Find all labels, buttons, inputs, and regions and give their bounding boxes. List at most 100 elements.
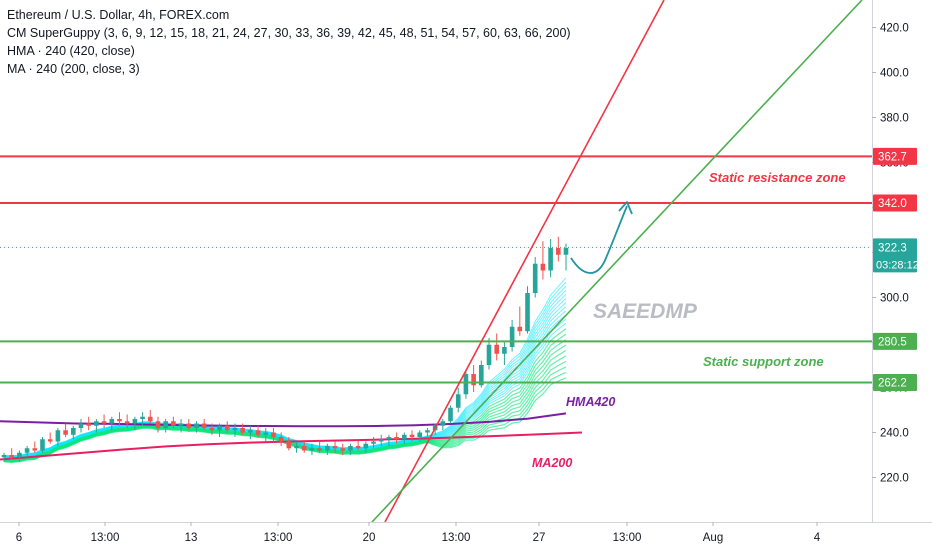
candle-body xyxy=(332,446,338,449)
x-tick-label: Aug xyxy=(703,532,723,544)
candle-body xyxy=(355,446,361,449)
x-tick-label: 13:00 xyxy=(264,532,293,544)
level-price-badge-text: 262.2 xyxy=(878,378,907,390)
candle-body xyxy=(509,326,515,347)
x-tick-label: 6 xyxy=(16,532,22,544)
candle-body xyxy=(394,437,399,440)
candle-body xyxy=(555,248,561,255)
candle-body xyxy=(147,416,153,422)
hma420-label: HMA420 xyxy=(566,395,615,409)
candle-body xyxy=(471,374,476,386)
candle-body xyxy=(109,419,115,424)
y-tick-label: 240.0 xyxy=(880,428,909,440)
level-price-badge-box xyxy=(873,332,917,350)
x-tick-label: 13:00 xyxy=(613,532,642,544)
candle-body xyxy=(217,425,222,431)
candle-body xyxy=(132,419,138,424)
candle-body xyxy=(348,446,353,451)
candle-body xyxy=(94,421,99,426)
y-tick-label: 420.0 xyxy=(880,23,909,35)
level-price-badge-box xyxy=(873,194,917,212)
candle-body xyxy=(124,421,130,424)
candle-body xyxy=(402,434,407,440)
candle-body xyxy=(47,439,53,442)
candle-body xyxy=(232,428,238,431)
level-price-badge-box xyxy=(873,147,917,165)
y-tick-label: 400.0 xyxy=(880,68,909,80)
candle-body xyxy=(101,421,107,424)
candle-body xyxy=(440,421,446,426)
candle-body xyxy=(494,344,500,354)
support-zone-label: Static support zone xyxy=(703,354,824,369)
candle-body xyxy=(17,452,22,458)
candle-body xyxy=(271,432,276,437)
candle-body xyxy=(525,293,530,332)
candle-body xyxy=(540,263,546,271)
candle-body xyxy=(40,439,45,451)
candle-body xyxy=(70,428,76,435)
ma200-label: MA200 xyxy=(532,456,572,470)
level-price-badge-text: 280.5 xyxy=(878,336,907,348)
candle-body xyxy=(1,455,7,458)
y-tick-label: 220.0 xyxy=(880,473,909,485)
candle-body xyxy=(294,446,299,449)
candle-body xyxy=(201,423,207,428)
candle-body xyxy=(32,448,38,451)
candle-body xyxy=(240,428,245,433)
y-tick-label: 380.0 xyxy=(880,113,909,125)
candle-body xyxy=(278,437,284,442)
candle-body xyxy=(140,416,145,419)
candle-body xyxy=(378,439,384,442)
level-price-badge-text: 342.0 xyxy=(878,198,907,210)
candle-body xyxy=(340,448,346,451)
candle-body xyxy=(363,443,369,449)
watermark-text: SAEEDMP xyxy=(593,300,698,323)
candle-body xyxy=(502,347,507,354)
candle-body xyxy=(371,441,376,444)
candle-body xyxy=(448,407,453,422)
candle-body xyxy=(463,374,469,395)
candle-body xyxy=(63,430,68,435)
candle-body xyxy=(455,394,461,408)
candle-body xyxy=(409,434,415,437)
resistance-zone-label: Static resistance zone xyxy=(709,170,846,185)
trend-line-green[interactable] xyxy=(371,0,863,522)
candle-body xyxy=(86,423,91,426)
candle-body xyxy=(224,425,230,431)
candle-body xyxy=(532,263,538,293)
candle-body xyxy=(286,441,292,449)
candle-body xyxy=(55,430,61,442)
trend-line-red[interactable] xyxy=(384,0,665,522)
x-tick-label: 27 xyxy=(533,532,546,544)
candle-body xyxy=(171,421,176,426)
candle-body xyxy=(248,430,253,433)
level-price-badge-box xyxy=(873,374,917,392)
current-price-text: 322.3 xyxy=(878,242,907,254)
plot-area: SAEEDMP Static resistance zone Static supp… xyxy=(0,0,872,522)
candle-body xyxy=(517,326,523,332)
candle-body xyxy=(386,437,392,440)
candle-body xyxy=(178,423,184,426)
y-tick-label: 300.0 xyxy=(880,293,909,305)
guppy-slow-line xyxy=(3,377,567,464)
level-price-badge-text: 362.7 xyxy=(878,151,907,163)
candle-body xyxy=(486,344,492,365)
candle-body xyxy=(301,446,307,451)
projection-arrow[interactable] xyxy=(570,205,628,274)
candle-body xyxy=(309,448,315,451)
candle-body xyxy=(479,365,484,386)
candle-body xyxy=(163,421,168,428)
countdown-text: 03:28:12 xyxy=(876,259,919,271)
candle-body xyxy=(155,421,161,428)
current-price-badge xyxy=(873,238,917,273)
candle-body xyxy=(209,428,215,431)
candle-body xyxy=(24,448,30,453)
x-tick-label: 13:00 xyxy=(91,532,120,544)
candle-body xyxy=(548,248,553,271)
candle-body xyxy=(255,430,261,435)
x-tick-label: 20 xyxy=(363,532,376,544)
candle-body xyxy=(317,448,322,451)
x-tick-label: 4 xyxy=(814,532,821,544)
